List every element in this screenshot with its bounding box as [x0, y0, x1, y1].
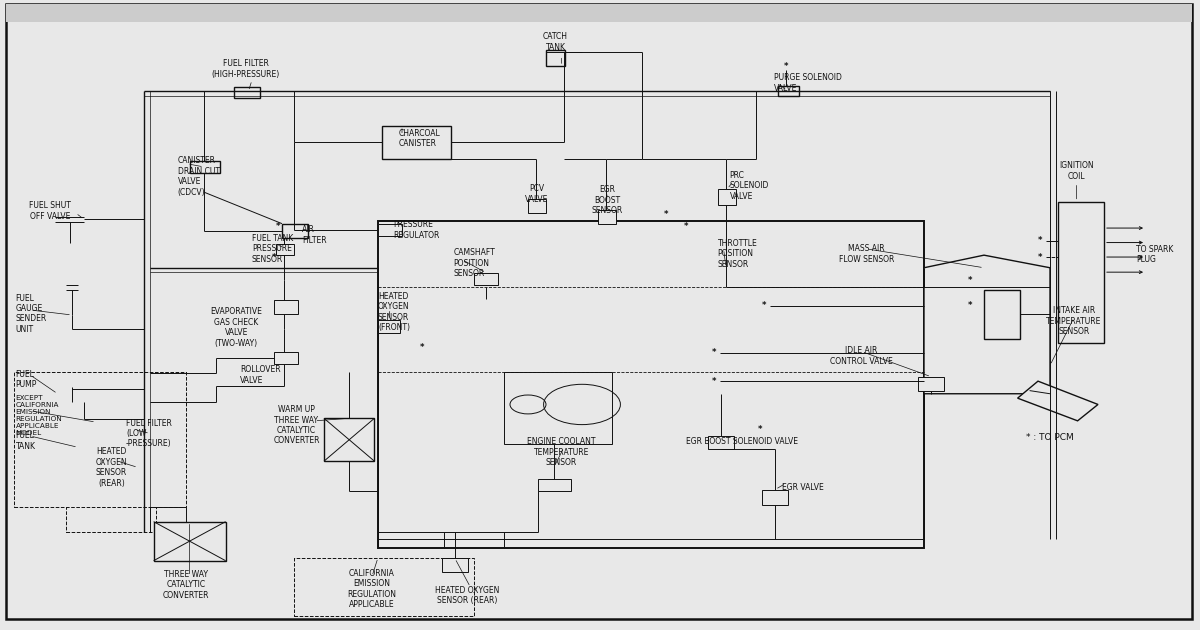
Text: CALIFORNIA
EMISSION
REGULATION
APPLICABLE: CALIFORNIA EMISSION REGULATION APPLICABL… — [348, 569, 396, 609]
Polygon shape — [1018, 381, 1098, 421]
Text: *: * — [784, 62, 788, 71]
Text: CATCH
TANK: CATCH TANK — [544, 32, 568, 52]
Bar — [984, 290, 1020, 339]
Bar — [762, 490, 788, 505]
Text: *: * — [1038, 236, 1043, 245]
Bar — [778, 86, 799, 96]
Text: PURGE SOLENOID
VALVE: PURGE SOLENOID VALVE — [774, 74, 842, 93]
Text: TO SPARK
PLUG: TO SPARK PLUG — [1136, 245, 1174, 264]
Text: *: * — [757, 425, 762, 434]
Text: *: * — [712, 377, 716, 386]
Bar — [474, 273, 498, 285]
Text: FUEL
PUMP: FUEL PUMP — [16, 370, 37, 389]
Text: THROTTLE
POSITION
SENSOR: THROTTLE POSITION SENSOR — [718, 239, 757, 269]
Bar — [294, 558, 474, 616]
Text: HEATED
OXYGEN
SENSOR
(FRONT): HEATED OXYGEN SENSOR (FRONT) — [378, 292, 410, 332]
Bar — [528, 199, 546, 213]
Bar — [58, 389, 86, 402]
Text: IDLE AIR
CONTROL VALVE: IDLE AIR CONTROL VALVE — [830, 346, 893, 365]
Text: EGR
BOOST
SENSOR: EGR BOOST SENSOR — [592, 185, 623, 215]
Bar — [918, 377, 944, 391]
Bar — [442, 558, 468, 572]
Text: WARM UP
THREE WAY
CATALYTIC
CONVERTER: WARM UP THREE WAY CATALYTIC CONVERTER — [274, 405, 319, 445]
Bar — [378, 220, 924, 548]
Text: THREE WAY
CATALYTIC
CONVERTER: THREE WAY CATALYTIC CONVERTER — [163, 570, 209, 600]
Bar — [1058, 202, 1104, 343]
Bar — [274, 300, 298, 314]
Text: *: * — [276, 222, 281, 231]
Bar — [14, 372, 186, 507]
Bar — [546, 50, 565, 66]
Text: ROLLOVER
VALVE: ROLLOVER VALVE — [240, 365, 281, 384]
Text: PRESSURE
REGULATOR: PRESSURE REGULATOR — [394, 220, 440, 239]
Bar — [324, 418, 374, 461]
Bar — [6, 4, 1192, 22]
Text: FUEL
GAUGE
SENDER
UNIT: FUEL GAUGE SENDER UNIT — [16, 294, 47, 334]
Bar — [154, 522, 226, 561]
Text: PRC
SOLENOID
VALVE: PRC SOLENOID VALVE — [730, 171, 769, 201]
Text: *: * — [271, 253, 276, 261]
Bar — [378, 224, 402, 236]
Bar — [234, 87, 260, 98]
Text: PCV
VALVE: PCV VALVE — [524, 185, 548, 203]
Text: *: * — [967, 301, 972, 310]
Text: *: * — [1038, 253, 1043, 261]
Bar — [190, 161, 220, 173]
Text: *: * — [664, 210, 668, 219]
Bar — [276, 244, 294, 255]
Text: EXCEPT
CALIFORNIA
EMISSION
REGULATION
APPLICABLE
MODEL: EXCEPT CALIFORNIA EMISSION REGULATION AP… — [16, 395, 62, 437]
Text: *: * — [712, 348, 716, 357]
Bar — [378, 320, 400, 333]
Text: ENGINE COOLANT
TEMPERATURE
SENSOR: ENGINE COOLANT TEMPERATURE SENSOR — [527, 437, 596, 467]
Text: FUEL FILTER
(LOW
-PRESSURE): FUEL FILTER (LOW -PRESSURE) — [126, 418, 172, 449]
Text: FUEL
TANK: FUEL TANK — [16, 432, 36, 450]
Text: MASS AIR
FLOW SENSOR: MASS AIR FLOW SENSOR — [839, 244, 894, 263]
Bar — [504, 372, 612, 444]
Bar — [718, 189, 736, 205]
Text: HEATED
OXYGEN
SENSOR
(REAR): HEATED OXYGEN SENSOR (REAR) — [96, 447, 127, 488]
Text: EGR VALVE: EGR VALVE — [782, 483, 824, 492]
Bar — [538, 479, 571, 491]
Text: * : TO PCM: * : TO PCM — [1026, 433, 1074, 442]
Bar — [382, 126, 451, 159]
Text: *: * — [762, 301, 767, 310]
Text: CANISTER
DRAIN CUT
VALVE
(CDCV): CANISTER DRAIN CUT VALVE (CDCV) — [178, 156, 220, 197]
Text: AIR
FILTER: AIR FILTER — [302, 226, 328, 244]
Polygon shape — [924, 255, 1050, 394]
Text: FUEL FILTER
(HIGH-PRESSURE): FUEL FILTER (HIGH-PRESSURE) — [212, 59, 280, 79]
Text: FUEL SHUT
OFF VALVE: FUEL SHUT OFF VALVE — [30, 202, 71, 220]
Text: CAMSHAFT
POSITION
SENSOR: CAMSHAFT POSITION SENSOR — [454, 248, 496, 278]
Bar — [708, 436, 734, 449]
Text: CHARCOAL
CANISTER: CHARCOAL CANISTER — [398, 129, 440, 148]
Text: FUEL TANK
PRESSURE
SENSOR: FUEL TANK PRESSURE SENSOR — [252, 234, 293, 264]
Bar — [598, 210, 616, 224]
Text: HEATED OXYGEN
SENSOR (REAR): HEATED OXYGEN SENSOR (REAR) — [434, 586, 499, 605]
Text: IGNITION
COIL: IGNITION COIL — [1060, 161, 1093, 181]
Text: EVAPORATIVE
GAS CHECK
VALVE
(TWO-WAY): EVAPORATIVE GAS CHECK VALVE (TWO-WAY) — [210, 307, 263, 348]
Text: EGR BOOST SOLENOID VALVE: EGR BOOST SOLENOID VALVE — [685, 437, 798, 445]
Text: *: * — [684, 222, 689, 231]
Text: INTAKE AIR
TEMPERATURE
SENSOR: INTAKE AIR TEMPERATURE SENSOR — [1046, 306, 1102, 336]
Bar — [282, 224, 308, 238]
Text: *: * — [967, 276, 972, 285]
Bar — [274, 352, 298, 364]
Text: *: * — [420, 343, 425, 352]
Bar — [66, 395, 156, 532]
